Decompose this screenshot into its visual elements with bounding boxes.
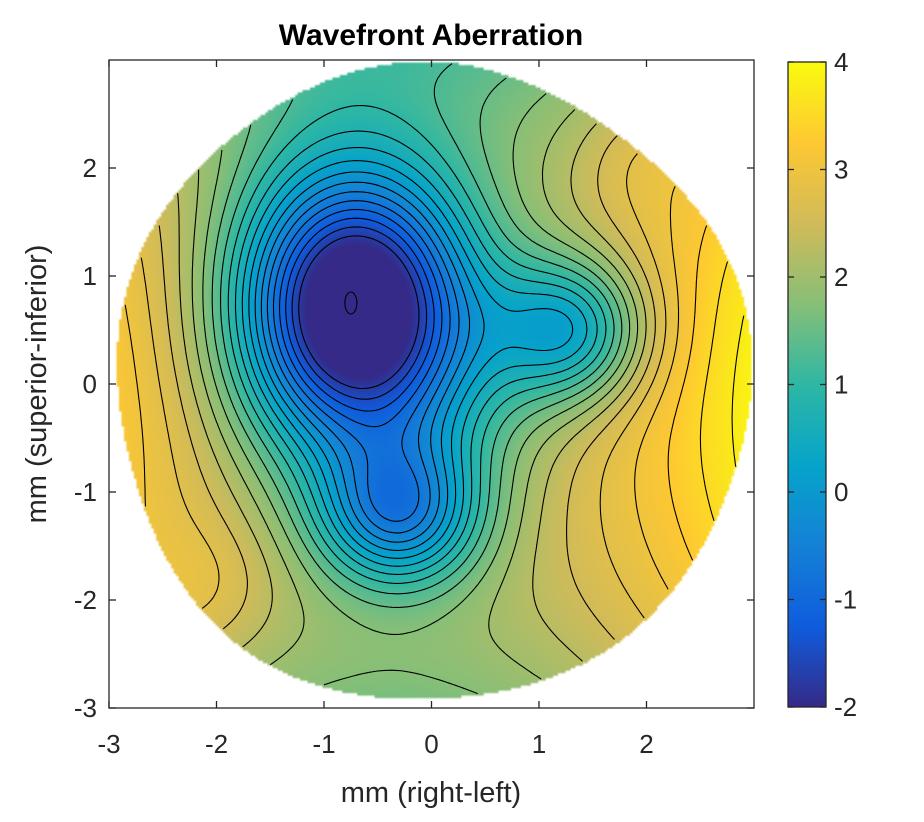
colorbar-gradient bbox=[788, 62, 826, 707]
wavefront-heatmap bbox=[109, 60, 754, 708]
x-tick: -1 bbox=[312, 60, 336, 759]
y-tick: 1 bbox=[83, 261, 754, 291]
colorbar-tick-label: 1 bbox=[834, 370, 848, 400]
x-axis: -3 -2 -1 0 1 2 bbox=[97, 60, 654, 759]
x-tick-label: 0 bbox=[424, 729, 438, 759]
contour-line bbox=[191, 109, 639, 680]
x-tick-label: -1 bbox=[312, 729, 335, 759]
colorbar-tick: -1 bbox=[788, 585, 857, 615]
x-tick: 1 bbox=[532, 60, 546, 759]
contour-lines bbox=[124, 63, 745, 695]
colorbar-tick-label: -2 bbox=[834, 692, 857, 722]
x-tick: 2 bbox=[639, 60, 654, 759]
x-tick: -3 bbox=[97, 60, 121, 759]
minimum-contour bbox=[344, 291, 358, 315]
y-tick: 0 bbox=[83, 369, 754, 399]
y-tick-label: 1 bbox=[83, 261, 97, 291]
y-tick: -3 bbox=[74, 693, 754, 723]
contour-line bbox=[158, 135, 656, 640]
y-tick-label: -3 bbox=[74, 693, 97, 723]
x-tick-label: 2 bbox=[639, 729, 653, 759]
y-axis-label: mm (superior-inferior) bbox=[21, 245, 53, 524]
y-axis: -3 -2 -1 0 1 2 bbox=[74, 153, 754, 723]
colorbar-tick: 3 bbox=[788, 155, 848, 185]
y-tick-label: 0 bbox=[83, 369, 97, 399]
y-tick: 2 bbox=[83, 153, 754, 183]
colorbar-tick: 0 bbox=[788, 477, 848, 507]
contour-line bbox=[279, 208, 443, 428]
contour-line bbox=[234, 130, 598, 575]
contour-line bbox=[227, 104, 607, 584]
contour-line bbox=[202, 93, 631, 695]
colorbar-tick-label: -1 bbox=[834, 585, 857, 615]
colorbar: -2 -1 0 1 2 3 4 bbox=[787, 47, 857, 722]
x-tick-label: 1 bbox=[532, 729, 546, 759]
contour-line bbox=[298, 235, 420, 390]
contour-line bbox=[248, 160, 574, 559]
contour-line bbox=[291, 226, 428, 400]
contour-line bbox=[667, 225, 708, 561]
colorbar-tick: 1 bbox=[788, 370, 848, 400]
contour-line bbox=[254, 171, 485, 551]
chart-title: Wavefront Aberration bbox=[279, 19, 583, 52]
x-tick: -2 bbox=[205, 60, 228, 759]
colorbar-tick: -2 bbox=[788, 692, 857, 722]
x-tick-label: -3 bbox=[97, 729, 120, 759]
colorbar-tick-label: 3 bbox=[834, 155, 848, 185]
y-tick: -1 bbox=[74, 477, 754, 507]
y-tick-label: -1 bbox=[74, 477, 97, 507]
colorbar-ticks: -2 -1 0 1 2 3 4 bbox=[788, 47, 857, 722]
x-tick: 0 bbox=[424, 60, 439, 759]
x-tick-label: -2 bbox=[205, 729, 228, 759]
contour-line bbox=[272, 200, 451, 522]
contour-line bbox=[124, 186, 680, 590]
colorbar-tick: 2 bbox=[788, 262, 848, 292]
x-axis-label: mm (right-left) bbox=[341, 777, 521, 809]
y-tick-label: -2 bbox=[74, 585, 97, 615]
colorbar-tick-label: 0 bbox=[834, 477, 848, 507]
contour-line bbox=[211, 77, 623, 608]
contour-line bbox=[177, 123, 647, 662]
contour-line bbox=[241, 146, 588, 567]
contour-line bbox=[260, 181, 471, 543]
colorbar-tick-label: 4 bbox=[834, 47, 848, 77]
contour-line bbox=[285, 217, 435, 412]
contour-line bbox=[140, 153, 667, 619]
contour-line bbox=[220, 63, 615, 595]
contour-plot bbox=[108, 59, 755, 709]
colorbar-tick-label: 2 bbox=[834, 262, 848, 292]
colorbar-tick: 4 bbox=[788, 47, 848, 77]
contour-line bbox=[731, 315, 745, 467]
contour-line bbox=[699, 261, 729, 521]
y-tick-label: 2 bbox=[83, 153, 97, 183]
y-tick: -2 bbox=[74, 585, 754, 615]
contour-line bbox=[266, 191, 460, 534]
